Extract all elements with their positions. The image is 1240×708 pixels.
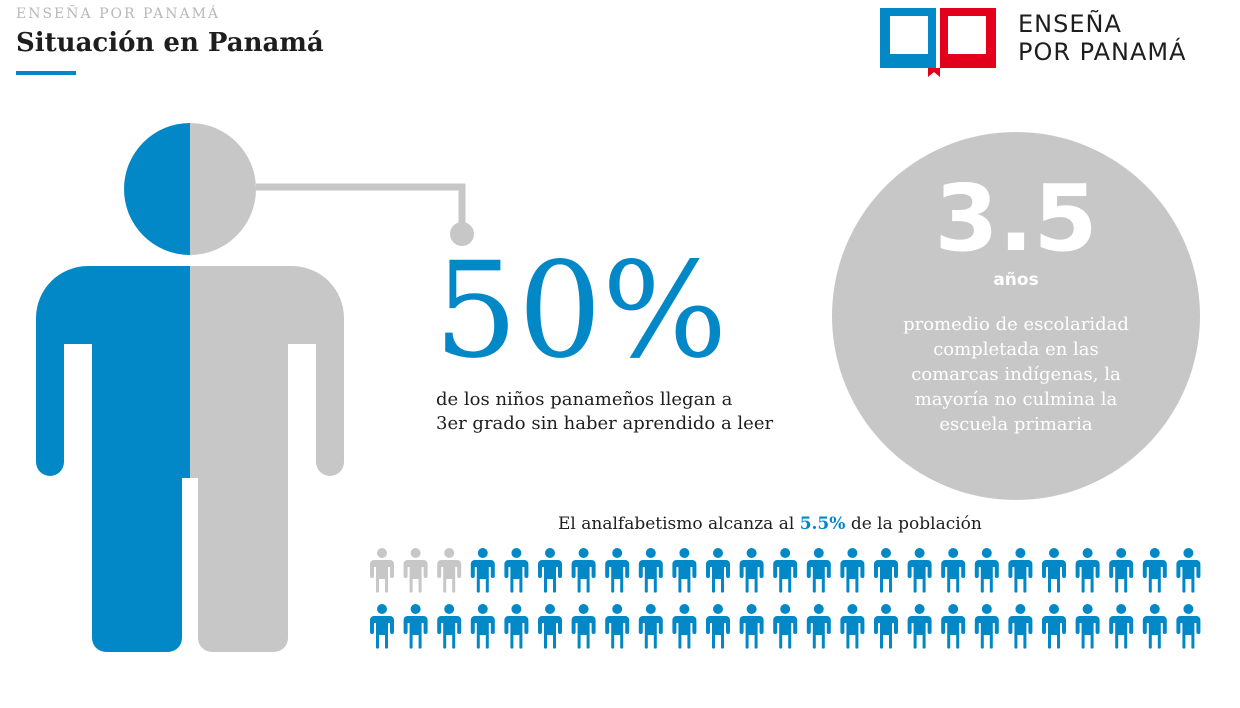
pictogram-person-icon <box>1176 548 1201 593</box>
pictogram-person-icon <box>437 604 462 649</box>
pictogram-person-icon <box>1109 548 1134 593</box>
connector-line <box>256 183 466 228</box>
logo-wordmark-line2: POR PANAMÁ <box>1018 38 1187 66</box>
title-underline <box>16 71 76 75</box>
pictogram-person-icon <box>571 548 596 593</box>
pictogram-person-icon <box>1142 548 1167 593</box>
reading-stat-value: 50% <box>434 234 728 388</box>
header-kicker: ENSEÑA POR PANAMÁ <box>16 6 221 22</box>
pictogram-person-icon <box>840 548 865 593</box>
literacy-highlight: 5.5% <box>799 514 846 534</box>
pictogram-person-icon <box>370 548 394 593</box>
pictogram-person-icon <box>1075 604 1100 649</box>
schooling-caption-line3: comarcas indígenas, la <box>911 364 1121 385</box>
pictogram-person-icon <box>941 548 966 593</box>
figure-left-half <box>36 123 190 652</box>
half-person-figure <box>36 123 474 652</box>
pictogram-person-icon <box>437 548 462 593</box>
pictogram-person-icon <box>403 604 428 649</box>
pictogram-person-icon <box>605 548 630 593</box>
pictogram-person-icon <box>1008 548 1033 593</box>
pictogram-person-icon <box>1176 604 1201 649</box>
pictogram-person-icon <box>974 548 999 593</box>
pictogram-person-icon <box>1109 604 1134 649</box>
logo-book-right-inner <box>948 16 986 54</box>
pictogram-person-icon <box>504 604 529 649</box>
pictogram-person-icon <box>1042 548 1066 593</box>
pictogram-person-icon <box>739 548 764 593</box>
pictogram-person-icon <box>571 604 596 649</box>
pictogram-person-icon <box>1075 548 1100 593</box>
literacy-label: El analfabetismo alcanza al 5.5% de la p… <box>558 514 982 534</box>
pictogram-person-icon <box>773 604 798 649</box>
schooling-stat-circle: 3.5 años promedio de escolaridad complet… <box>832 132 1200 500</box>
pictogram-person-icon <box>504 548 529 593</box>
pictogram-person-icon <box>907 604 932 649</box>
pictogram-person-icon <box>638 604 663 649</box>
pictogram-person-icon <box>672 548 697 593</box>
logo-wordmark: ENSEÑA POR PANAMÁ <box>1018 10 1187 66</box>
pictogram-person-icon <box>806 548 831 593</box>
schooling-stat-caption: promedio de escolaridad completada en la… <box>872 312 1160 437</box>
reading-caption-line2: 3er grado sin haber aprendido a leer <box>436 413 774 434</box>
schooling-caption-line2: completada en las <box>933 339 1099 360</box>
pictogram-person-icon <box>706 548 730 593</box>
pictogram-person-icon <box>605 604 630 649</box>
open-book-icon <box>880 8 996 77</box>
schooling-caption-line4: mayoría no culmina la <box>914 389 1118 410</box>
pictogram-person-icon <box>1042 604 1066 649</box>
logo-book-spine <box>928 68 940 77</box>
literacy-label-before: El analfabetismo alcanza al <box>558 514 795 534</box>
schooling-caption-line5: escuela primaria <box>939 414 1093 435</box>
pictogram-person-icon <box>874 604 898 649</box>
figure-right-half <box>190 123 344 652</box>
pictogram-person-icon <box>403 548 428 593</box>
pictogram-person-icon <box>874 548 898 593</box>
pictogram-person-icon <box>840 604 865 649</box>
pictogram-person-icon <box>470 604 495 649</box>
pictogram-person-icon <box>538 548 562 593</box>
pictogram-person-icon <box>974 604 999 649</box>
logo-book-left-inner <box>890 16 928 54</box>
pictogram-person-icon <box>1142 604 1167 649</box>
pictogram-person-icon <box>638 548 663 593</box>
pictogram-person-icon <box>739 604 764 649</box>
schooling-caption-line1: promedio de escolaridad <box>903 314 1129 335</box>
literacy-label-after: de la población <box>850 514 982 534</box>
pictogram-person-icon <box>706 604 730 649</box>
reading-stat-caption: de los niños panameños llegan a 3er grad… <box>436 388 796 436</box>
logo-wordmark-line1: ENSEÑA <box>1018 10 1122 38</box>
pictogram-person-icon <box>907 548 932 593</box>
pictogram-person-icon <box>1008 604 1033 649</box>
pictogram-person-icon <box>672 604 697 649</box>
reading-caption-line1: de los niños panameños llegan a <box>436 389 733 410</box>
schooling-stat-value: 3.5 <box>934 165 1098 272</box>
connector-dot <box>450 222 474 246</box>
pictogram-person-icon <box>773 548 798 593</box>
schooling-stat-unit: años <box>993 270 1039 290</box>
pictogram-person-icon <box>941 604 966 649</box>
literacy-pictogram <box>370 548 1201 649</box>
page-title: Situación en Panamá <box>16 28 324 58</box>
pictogram-person-icon <box>806 604 831 649</box>
pictogram-person-icon <box>470 548 495 593</box>
pictogram-person-icon <box>370 604 394 649</box>
pictogram-person-icon <box>538 604 562 649</box>
